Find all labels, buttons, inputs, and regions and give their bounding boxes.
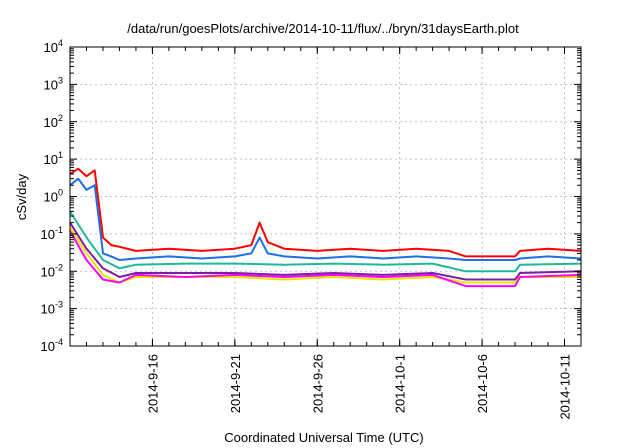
series-line [69, 167, 582, 258]
y-tick-label: 10-1 [41, 225, 63, 242]
series-line [69, 210, 582, 273]
y-tick-label: 101 [44, 150, 63, 167]
x-axis-label: Coordinated Universal Time (UTC) [224, 430, 423, 445]
axes: 10-4 10-3 10-2 10-1 100 101 102 103 104 2014-9-16… [41, 38, 582, 420]
x-tick-label: 2014-9-16 [145, 354, 160, 413]
x-tick-label: 2014-9-21 [228, 354, 243, 413]
x-tick-label: 2014-10-6 [475, 354, 490, 413]
series-line [69, 177, 582, 261]
chart-title: /data/run/goesPlots/archive/2014-10-11/f… [127, 21, 519, 36]
series-line [69, 230, 582, 288]
y-tick-label: 104 [44, 38, 63, 55]
y-tick-label: 10-4 [41, 337, 63, 354]
y-tick-label: 103 [44, 75, 63, 92]
y-axis-label: cSv/day [14, 173, 29, 220]
y-tick-label: 10-3 [41, 300, 63, 317]
series-layer [69, 167, 582, 288]
y-tick-label: 102 [44, 113, 63, 130]
y-tick-label: 100 [44, 188, 63, 205]
grid [70, 47, 581, 346]
x-tick-label: 2014-10-1 [393, 354, 408, 413]
series-line [69, 226, 581, 284]
x-tick-label: 2014-10-11 [558, 354, 573, 420]
series-line [69, 222, 582, 281]
y-tick-label: 10-2 [41, 262, 63, 279]
x-tick-label: 2014-9-26 [310, 354, 325, 413]
